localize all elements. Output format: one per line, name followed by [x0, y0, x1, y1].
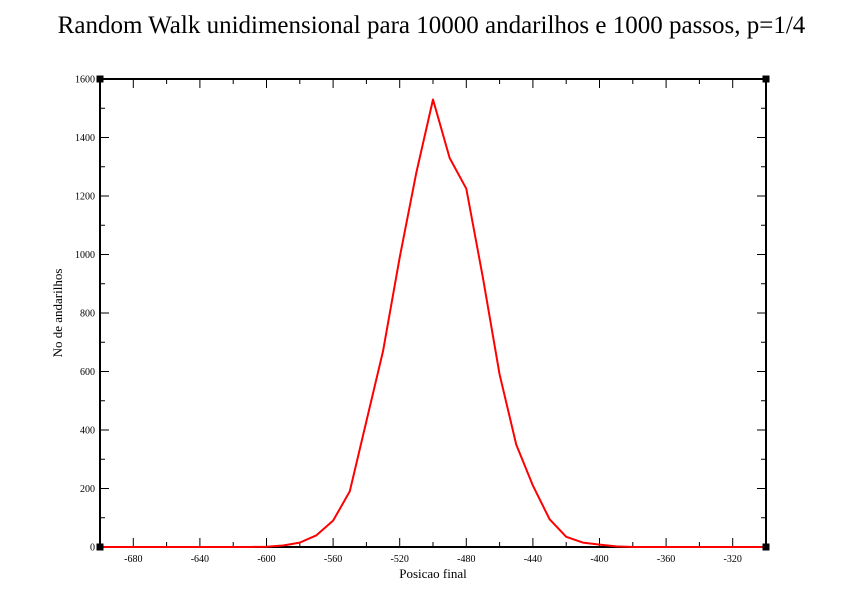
y-axis-label: No de andarilhos	[50, 269, 65, 358]
series-line-0	[100, 98, 766, 548]
x-tick-label: -520	[391, 554, 409, 565]
x-tick-label: -480	[457, 554, 475, 565]
y-tick-label: 400	[80, 426, 95, 437]
x-tick-label: -640	[191, 554, 209, 565]
chart-title: Random Walk unidimensional para 10000 an…	[57, 12, 806, 39]
corner-handle-tr[interactable]	[762, 75, 770, 83]
x-tick-label: -680	[124, 554, 142, 565]
y-tick-label: 0	[90, 543, 95, 554]
y-tick-label: 1400	[75, 133, 95, 144]
y-tick-label: 1200	[75, 192, 95, 203]
x-tick-label: -400	[590, 554, 608, 565]
x-axis-label: Posicao final	[399, 566, 467, 581]
x-tick-label: -320	[724, 554, 742, 565]
x-tick-label: -440	[524, 554, 542, 565]
x-tick-label: -360	[657, 554, 675, 565]
y-tick-label: 1000	[75, 250, 95, 261]
y-tick-label: 600	[80, 367, 95, 378]
x-tick-label: -600	[257, 554, 275, 565]
plot-frame	[99, 78, 767, 548]
corner-handle-tl[interactable]	[96, 75, 104, 83]
corner-handle-br[interactable]	[762, 543, 770, 551]
y-tick-label: 1600	[75, 75, 95, 86]
y-tick-label: 200	[80, 484, 95, 495]
x-tick-label: -560	[324, 554, 342, 565]
corner-handle-bl[interactable]	[96, 543, 104, 551]
y-tick-label: 800	[80, 309, 95, 320]
